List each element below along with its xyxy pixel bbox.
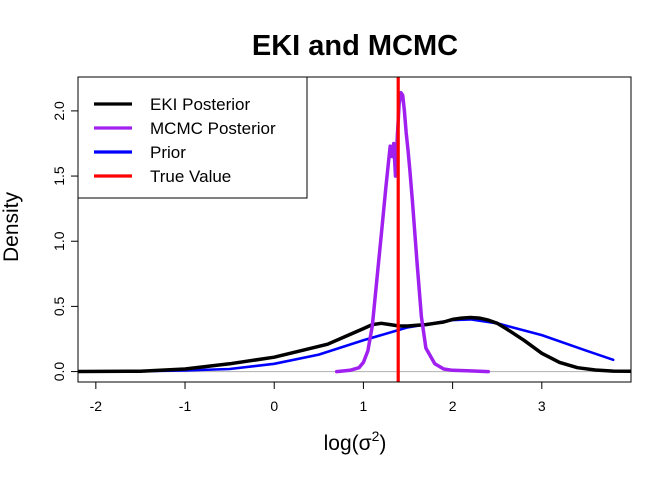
y-tick-label: 0.0 [51,362,67,382]
y-tick-label: 0.5 [51,296,67,316]
series-line-prior [85,318,615,373]
x-axis-label-close: ) [379,432,386,455]
chart-title: EKI and MCMC [252,30,458,62]
y-axis-label: Density [0,191,23,262]
x-tick-label: 1 [360,398,368,414]
y-tick-label: 1.0 [51,231,67,251]
series-line-eki-posterior [78,315,631,374]
legend-label-prior: Prior [150,143,186,162]
x-tick-label: 2 [449,398,457,414]
plot-area [78,77,631,382]
legend-label-eki-posterior: EKI Posterior [150,95,250,114]
x-axis: -2 -1 0 1 2 3 [90,381,546,414]
x-tick-label: -2 [90,398,103,414]
x-tick-label: 3 [538,398,546,414]
legend-label-mcmc-posterior: MCMC Posterior [150,119,276,138]
x-tick-label: -1 [179,398,192,414]
x-tick-label: 0 [270,398,278,414]
x-axis-label-base: log(σ [324,432,372,455]
legend: EKI Posterior MCMC Posterior Prior True Val… [77,76,308,199]
x-axis-label: log(σ2) [324,428,387,455]
plot-frame [77,76,632,383]
legend-label-true-value: True Value [150,167,231,186]
y-tick-label: 2.0 [51,101,67,121]
y-tick-label: 1.5 [51,166,67,186]
y-axis: 0.0 0.5 1.0 1.5 2.0 [51,101,79,382]
x-axis-label-sup: 2 [372,428,380,444]
